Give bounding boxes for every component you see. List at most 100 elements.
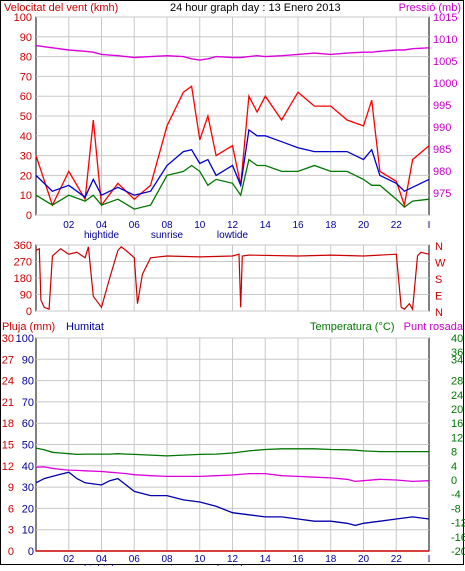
rain-y-tick-label: 12 — [2, 461, 14, 473]
x-event-label: sunrise — [151, 230, 184, 241]
wind-y-tick-label: 40 — [20, 131, 32, 143]
direction-y-tick-label: 180 — [14, 273, 32, 285]
rain-axis-title: Pluja (mm) — [2, 321, 55, 333]
x-tick-label: 22 — [391, 554, 403, 565]
chart-title: 24 hour graph day : 13 Enero 2013 — [170, 2, 341, 14]
humidity-y-tick-label: 50 — [22, 440, 34, 452]
rain-y-tick-label: 18 — [2, 418, 14, 430]
pressure-y-tick-label: 975 — [433, 188, 451, 200]
wind-direction-line — [35, 245, 430, 312]
x-tick-label: 16 — [292, 554, 304, 565]
compass-label: W — [435, 258, 446, 270]
pressure-y-tick-label: 1005 — [433, 56, 457, 68]
rain-y-tick-label: 24 — [2, 376, 14, 388]
temperature-y-tick-label: 36 — [451, 347, 463, 359]
x-tick-label: 02 — [63, 554, 75, 565]
x-tick-label: 02 — [63, 220, 75, 231]
rain-y-tick-label: 3 — [8, 525, 14, 537]
temperature-y-tick-label: 40 — [451, 333, 463, 345]
pressure-line — [35, 44, 430, 61]
temperature-y-tick-label: 20 — [451, 404, 463, 416]
wind-y-tick-label: 0 — [26, 210, 32, 222]
temperature-y-tick-label: -12 — [451, 518, 465, 530]
x-event-label: lowtide — [217, 230, 249, 241]
rain-y-tick-label: 15 — [2, 440, 14, 452]
x-tick-label: 14 — [260, 220, 272, 231]
x-tick-label: 08 — [161, 554, 173, 565]
rain-y-tick-label: 21 — [2, 397, 14, 409]
temperature-y-tick-label: 8 — [451, 447, 457, 459]
compass-label: N — [435, 241, 443, 253]
wind-y-tick-label: 70 — [20, 71, 32, 83]
direction-y-tick-label: 360 — [14, 240, 32, 252]
x-tick-label: 08 — [161, 220, 173, 231]
temperature-y-tick-label: 12 — [451, 432, 463, 444]
x-tick-label: 22 — [391, 220, 403, 231]
temperature-y-tick-label: -8 — [451, 503, 461, 515]
rain-y-tick-label: 30 — [2, 333, 14, 345]
humidity-y-tick-label: 60 — [22, 418, 34, 430]
x-tick-label: 16 — [292, 220, 304, 231]
x-tick-label: 04 — [96, 554, 108, 565]
wind-y-tick-label: 10 — [20, 190, 32, 202]
compass-label: S — [435, 274, 442, 286]
x-tick-label: 12 — [227, 220, 239, 231]
x-tick-label: I — [428, 220, 431, 231]
rain-y-tick-label: 0 — [8, 546, 14, 558]
humidity-y-tick-label: 10 — [22, 525, 34, 537]
wind-y-tick-label: 20 — [20, 170, 32, 182]
rain-y-tick-label: 9 — [8, 482, 14, 494]
temperature-line — [35, 447, 429, 457]
x-tick-label: 10 — [194, 554, 206, 565]
rain-y-tick-label: 6 — [8, 503, 14, 515]
humidity-y-tick-label: 70 — [22, 397, 34, 409]
x-tick-label: 14 — [260, 554, 272, 565]
pressure-y-tick-label: 1000 — [433, 78, 457, 90]
wind-y-tick-label: 60 — [20, 91, 32, 103]
temperature-y-tick-label: 24 — [451, 390, 463, 402]
compass-label: N — [435, 307, 443, 319]
pressure-y-tick-label: 990 — [433, 122, 451, 134]
x-tick-label: 04 — [96, 220, 108, 231]
humidity-y-tick-label: 40 — [22, 461, 34, 473]
x-tick-label: 06 — [129, 554, 141, 565]
humidity-y-tick-label: 20 — [22, 503, 34, 515]
dewpoint-line — [35, 466, 430, 483]
x-tick-label: 20 — [358, 554, 370, 565]
humidity-axis-title: Humitat — [66, 321, 104, 333]
compass-label: E — [435, 291, 442, 303]
direction-y-tick-label: 270 — [14, 257, 32, 269]
rain-y-tick-label: 27 — [2, 354, 14, 366]
pressure-y-tick-label: 995 — [433, 100, 451, 112]
x-tick-label: 18 — [325, 554, 337, 565]
temperature-y-tick-label: 16 — [451, 418, 463, 430]
wind-y-tick-label: 100 — [14, 12, 32, 24]
temperature-y-tick-label: -16 — [451, 532, 465, 544]
direction-y-tick-label: 0 — [26, 306, 32, 318]
pressure-y-tick-label: 980 — [433, 166, 451, 178]
humidity-line — [35, 471, 430, 527]
temperature-y-tick-label: 28 — [451, 376, 463, 388]
wind-y-tick-label: 80 — [20, 52, 32, 64]
x-tick-label: 12 — [227, 554, 239, 565]
humidity-y-tick-label: 80 — [22, 376, 34, 388]
humidity-y-tick-label: 90 — [22, 354, 34, 366]
temperature-y-tick-label: 0 — [451, 475, 457, 487]
humidity-y-tick-label: 100 — [16, 333, 34, 345]
chart-panels: 0102030405060708090100975980985990995100… — [2, 12, 465, 571]
x-tick-label: 10 — [194, 220, 206, 231]
wind-gust-line — [35, 85, 430, 208]
temperature-y-tick-label: -4 — [451, 489, 461, 501]
humidity-y-tick-label: 0 — [28, 546, 34, 558]
dewpoint-axis-title: Punt rosada — [404, 321, 464, 333]
pressure-y-tick-label: 985 — [433, 144, 451, 156]
wind-y-tick-label: 30 — [20, 151, 32, 163]
temperature-axis-title: Temperatura (°C) — [310, 321, 394, 333]
x-tick-label: 20 — [358, 220, 370, 231]
temperature-y-tick-label: 34 — [451, 354, 463, 366]
pressure-y-tick-label: 1015 — [433, 12, 457, 24]
wind-low-line — [35, 158, 430, 210]
direction-y-tick-label: 90 — [20, 290, 32, 302]
